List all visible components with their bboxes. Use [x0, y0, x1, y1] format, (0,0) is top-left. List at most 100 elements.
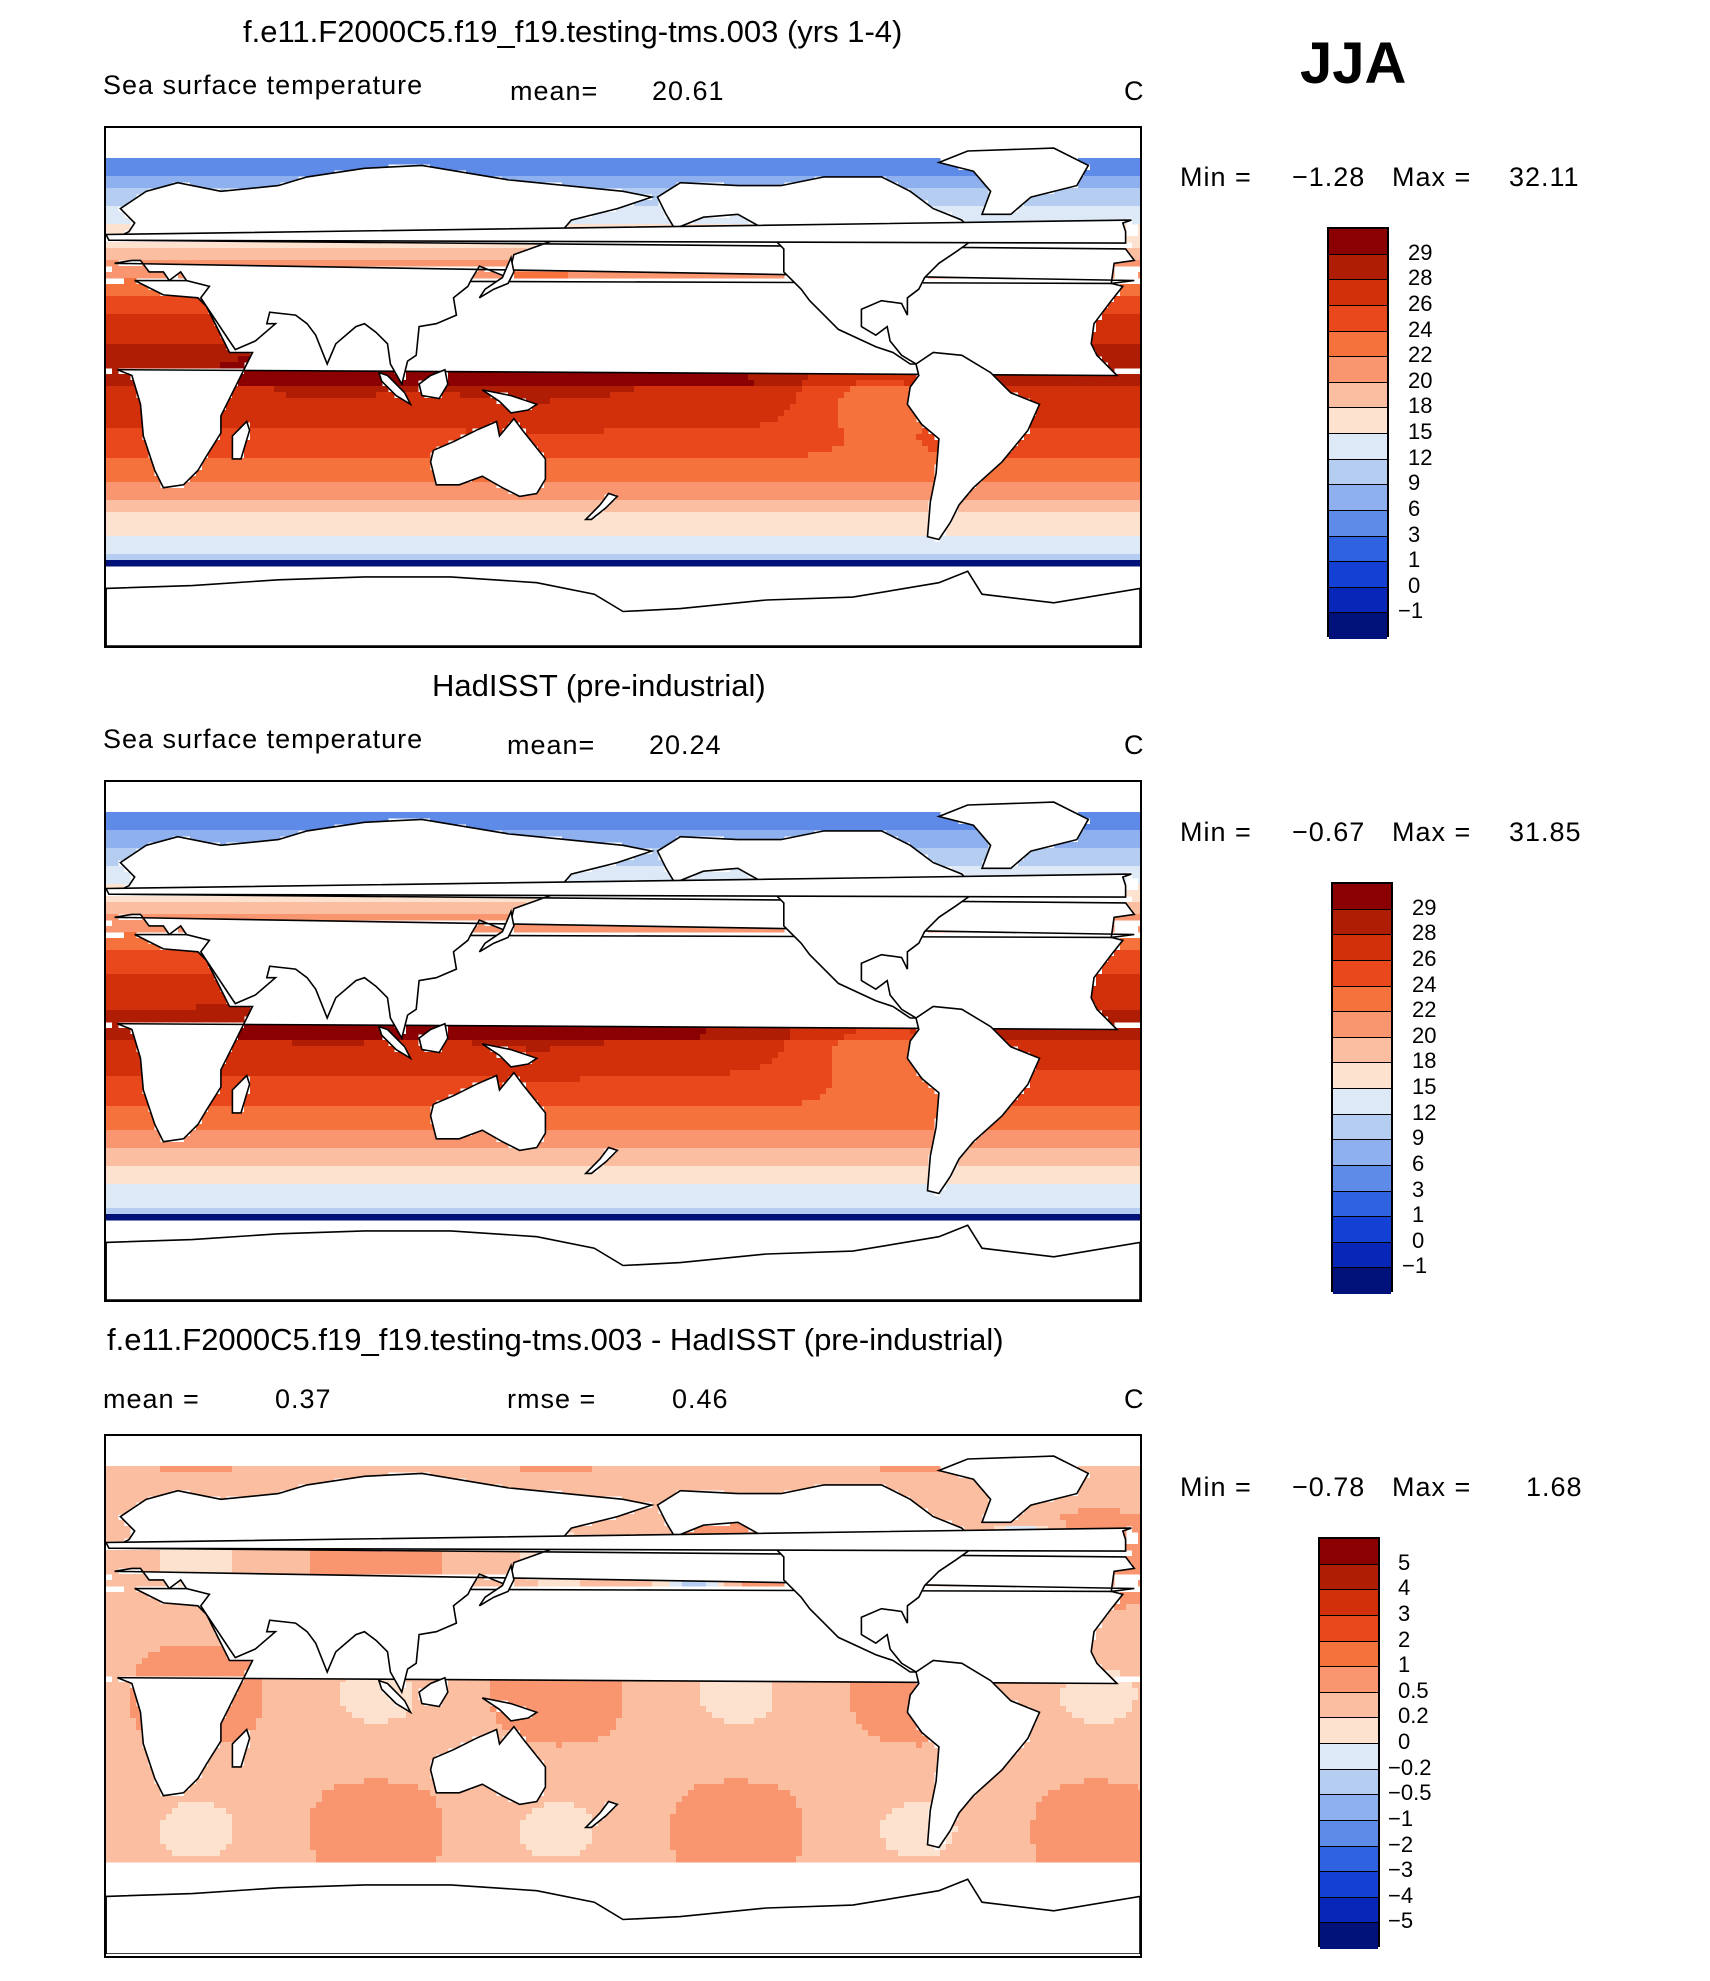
field-cell [658, 416, 665, 423]
field-cell [214, 488, 221, 495]
field-cell [610, 470, 617, 477]
field-cell [418, 242, 425, 249]
field-cell [286, 380, 293, 387]
field-cell [550, 434, 557, 441]
field-cell [1084, 416, 1091, 423]
field-cell [142, 242, 149, 249]
field-cell [928, 182, 935, 189]
field-cell [700, 500, 707, 507]
field-cell [166, 314, 173, 321]
field-cell [688, 422, 695, 429]
field-cell [640, 482, 647, 489]
field-cell [820, 446, 827, 453]
field-cell [310, 488, 317, 495]
field-cell [592, 170, 599, 177]
field-cell [568, 164, 575, 171]
field-cell [148, 164, 155, 171]
field-cell [766, 452, 773, 459]
field-cell [532, 434, 539, 441]
field-cell [724, 386, 731, 393]
field-cell [1066, 458, 1073, 465]
field-cell [1066, 452, 1073, 459]
field-cell [832, 386, 839, 393]
field-cell [640, 458, 647, 465]
field-cell [652, 404, 659, 411]
field-cell [214, 440, 221, 447]
field-cell [406, 242, 413, 249]
field-cell [136, 272, 143, 279]
field-cell [610, 464, 617, 471]
field-cell [196, 476, 203, 483]
field-cell [370, 158, 377, 165]
field-cell [838, 476, 845, 483]
field-cell [598, 374, 605, 381]
field-cell [376, 458, 383, 465]
field-cell [442, 398, 449, 405]
field-cell [982, 188, 989, 195]
field-cell [562, 422, 569, 429]
field-cell [1132, 452, 1139, 459]
field-cell [772, 500, 779, 507]
field-cell [478, 242, 485, 249]
field-cell [688, 452, 695, 459]
field-cell [622, 464, 629, 471]
field-cell [712, 458, 719, 465]
field-cell [1066, 464, 1073, 471]
field-cell [556, 458, 563, 465]
field-cell [616, 176, 623, 183]
field-cell [352, 254, 359, 261]
field-cell [982, 488, 989, 495]
field-cell [976, 482, 983, 489]
field-cell [598, 182, 605, 189]
field-cell [316, 374, 323, 381]
field-cell [1126, 350, 1133, 357]
field-cell [388, 260, 395, 267]
field-cell [622, 410, 629, 417]
field-cell [604, 428, 611, 435]
field-cell [1114, 392, 1121, 399]
field-cell [1114, 350, 1121, 357]
field-cell [256, 500, 263, 507]
field-cell [568, 494, 575, 501]
field-cell [1132, 374, 1139, 381]
field-cell [958, 206, 965, 213]
field-cell [1138, 488, 1140, 495]
field-cell [556, 416, 563, 423]
field-cell [184, 482, 191, 489]
field-cell [502, 386, 509, 393]
field-cell [1114, 314, 1121, 321]
field-cell [1096, 170, 1103, 177]
field-cell [568, 416, 575, 423]
field-cell [118, 398, 125, 405]
field-cell [280, 404, 287, 411]
field-cell [706, 386, 713, 393]
field-cell [778, 410, 785, 417]
field-cell [742, 500, 749, 507]
field-cell [1060, 446, 1067, 453]
field-cell [706, 494, 713, 501]
field-cell [886, 452, 893, 459]
field-cell [238, 482, 245, 489]
field-cell [436, 434, 443, 441]
field-cell [466, 392, 473, 399]
field-cell [340, 428, 347, 435]
field-cell [1066, 374, 1073, 381]
field-cell [388, 458, 395, 465]
field-cell [760, 404, 767, 411]
field-cell [748, 440, 755, 447]
field-cell [838, 470, 845, 477]
field-cell [1120, 464, 1127, 471]
field-cell [1120, 374, 1127, 381]
field-cell [376, 380, 383, 387]
field-cell [142, 482, 149, 489]
field-cell [118, 416, 125, 423]
field-cell [334, 410, 341, 417]
field-cell [304, 488, 311, 495]
field-cell [1018, 380, 1025, 387]
field-cell [820, 164, 827, 171]
field-cell [268, 404, 275, 411]
field-cell [1030, 392, 1037, 399]
field-cell [862, 416, 869, 423]
field-cell [802, 158, 809, 165]
field-cell [1018, 440, 1025, 447]
